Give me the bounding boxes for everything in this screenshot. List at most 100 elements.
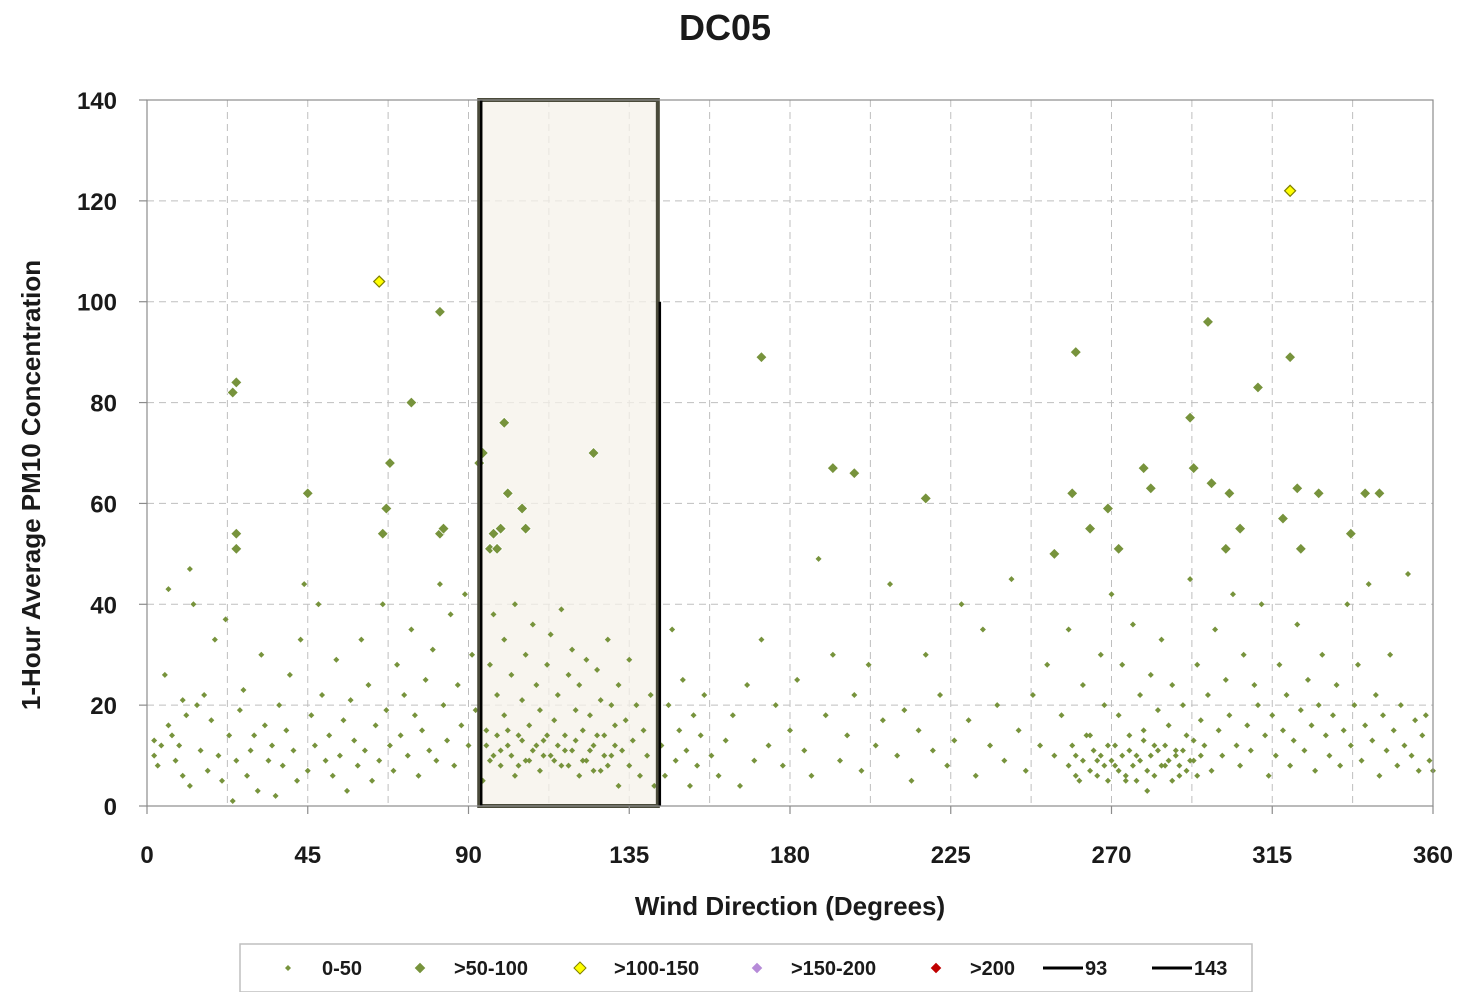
data-point (1172, 752, 1179, 759)
data-point (390, 767, 397, 774)
data-point (1354, 661, 1361, 668)
legend-marker (929, 961, 943, 975)
data-point (794, 676, 801, 683)
data-point (497, 762, 504, 769)
data-point (358, 636, 365, 643)
data-point (1265, 772, 1272, 779)
data-point (1376, 772, 1383, 779)
data-point (1144, 482, 1157, 495)
data-point (526, 722, 533, 729)
data-point (501, 712, 508, 719)
data-point (1344, 527, 1357, 540)
data-point (615, 681, 622, 688)
data-point (686, 782, 693, 789)
data-point (1279, 727, 1286, 734)
data-point (1183, 767, 1190, 774)
data-point (154, 762, 161, 769)
data-point (1079, 757, 1086, 764)
data-point (465, 742, 472, 749)
data-point (1276, 661, 1283, 668)
data-point (165, 722, 172, 729)
data-point (994, 702, 1001, 709)
highlight-region-fill (479, 100, 658, 806)
data-point (540, 752, 547, 759)
data-point (1015, 727, 1022, 734)
data-point (772, 702, 779, 709)
y-tick-label: 20 (90, 693, 117, 720)
data-point (844, 732, 851, 739)
data-point (526, 757, 533, 764)
data-point (176, 742, 183, 749)
x-tick-label: 180 (770, 842, 810, 869)
data-point (1201, 742, 1208, 749)
data-point (472, 707, 479, 714)
data-point (226, 386, 239, 399)
data-point (972, 772, 979, 779)
data-point (1201, 315, 1215, 328)
data-point (1069, 346, 1082, 359)
data-point (1158, 762, 1165, 769)
y-tick-label: 100 (77, 290, 117, 317)
data-point (1187, 576, 1194, 583)
data-point (1233, 742, 1240, 749)
data-point (644, 752, 651, 759)
data-point (508, 752, 515, 759)
data-point (604, 762, 611, 769)
data-point (230, 542, 243, 555)
data-point (497, 747, 504, 754)
data-point (676, 727, 683, 734)
data-point (269, 742, 276, 749)
data-point (1179, 747, 1186, 754)
data-point (1129, 621, 1136, 628)
data-point (1097, 752, 1104, 759)
data-point (1184, 411, 1197, 424)
data-point (258, 651, 265, 658)
data-point (340, 717, 347, 724)
x-tick-label: 45 (294, 842, 321, 869)
data-point (1426, 757, 1433, 764)
data-point (383, 707, 390, 714)
data-point (516, 502, 529, 515)
legend-label: 143 (1194, 958, 1227, 980)
data-point (179, 772, 186, 779)
data-point (1162, 742, 1169, 749)
data-point (436, 581, 443, 588)
data-point (608, 702, 615, 709)
data-point (1194, 772, 1201, 779)
data-point (708, 752, 715, 759)
data-point (1112, 542, 1125, 555)
data-point (1101, 702, 1108, 709)
data-point (1359, 487, 1372, 500)
data-point (397, 732, 404, 739)
data-point (208, 717, 215, 724)
data-point (1097, 651, 1104, 658)
data-point (1234, 522, 1247, 535)
data-point (701, 692, 708, 699)
data-point (536, 707, 543, 714)
data-point (576, 772, 583, 779)
data-point (433, 305, 446, 318)
legend-marker (750, 961, 764, 975)
data-point (469, 651, 476, 658)
data-point (1404, 571, 1411, 578)
data-point (1283, 184, 1297, 198)
data-point (444, 737, 451, 744)
data-point (1137, 692, 1144, 699)
data-point (1340, 727, 1347, 734)
data-point (944, 762, 951, 769)
data-point (626, 656, 633, 663)
data-point (336, 752, 343, 759)
data-point (611, 722, 618, 729)
data-point (540, 737, 547, 744)
data-point (1373, 487, 1386, 500)
data-point (483, 742, 490, 749)
data-point (919, 492, 932, 505)
data-point (1154, 747, 1161, 754)
data-point (494, 732, 501, 739)
data-point (1151, 742, 1158, 749)
data-point (604, 636, 611, 643)
data-point (1001, 757, 1008, 764)
data-point (1179, 702, 1186, 709)
data-point (887, 581, 894, 588)
data-point (319, 692, 326, 699)
